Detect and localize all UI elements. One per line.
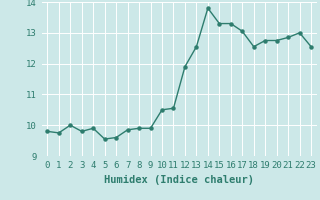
X-axis label: Humidex (Indice chaleur): Humidex (Indice chaleur)	[104, 175, 254, 185]
